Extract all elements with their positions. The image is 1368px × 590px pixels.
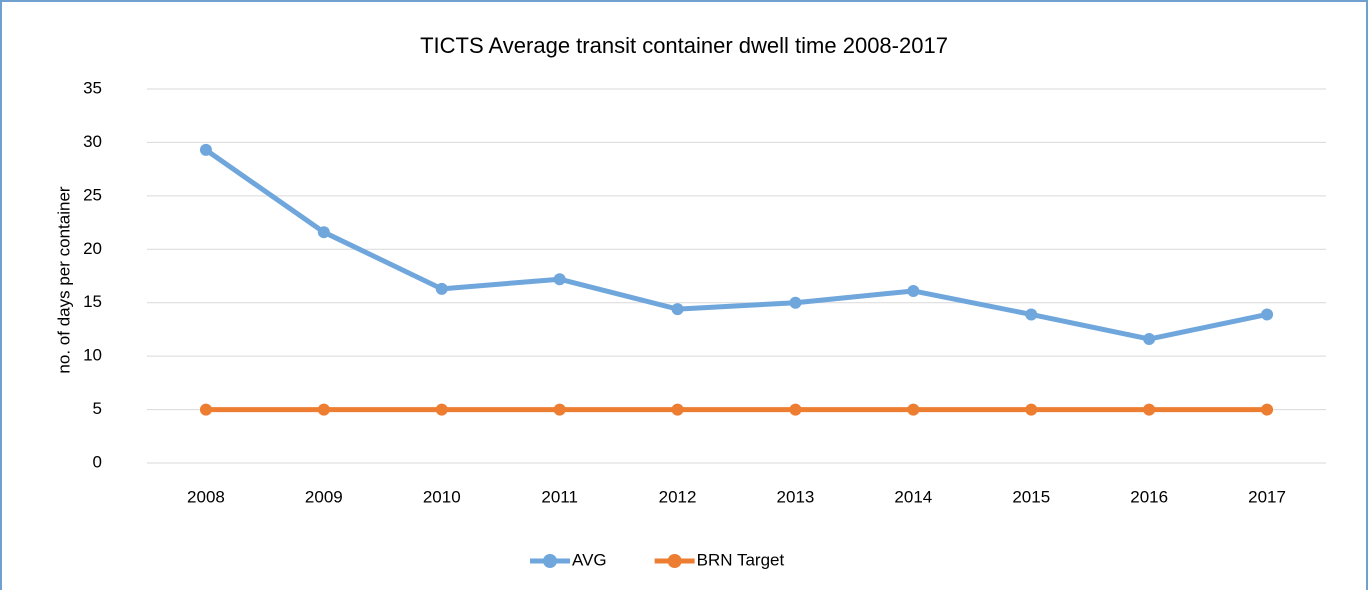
x-tick-label: 2014: [894, 487, 932, 506]
series-marker: [789, 296, 802, 309]
series-marker: [199, 143, 212, 156]
y-tick-label: 25: [83, 185, 102, 204]
legend-marker: [667, 554, 682, 568]
series-marker: [1025, 403, 1038, 416]
y-tick-label: 15: [83, 292, 102, 311]
x-tick-label: 2008: [187, 487, 225, 506]
legend-label: AVG: [572, 550, 607, 569]
legend-marker: [543, 554, 557, 568]
series-marker: [1143, 333, 1156, 346]
x-tick-label: 2016: [1130, 487, 1168, 506]
x-tick-label: 2013: [777, 487, 815, 506]
y-axis-label: no. of days per container: [54, 186, 73, 373]
series-line: [204, 147, 1268, 342]
series-marker: [317, 226, 330, 239]
series-marker: [553, 273, 566, 286]
series-marker: [1261, 308, 1274, 321]
legend-label: BRN Target: [697, 550, 785, 569]
series-marker: [1261, 403, 1274, 416]
series-marker: [553, 403, 566, 416]
y-tick-label: 10: [83, 346, 102, 365]
series-marker: [671, 403, 684, 416]
x-tick-label: 2012: [659, 487, 697, 506]
y-tick-label: 30: [83, 132, 102, 151]
series-marker: [199, 403, 212, 416]
series-marker: [317, 403, 330, 416]
x-tick-label: 2015: [1012, 487, 1050, 506]
x-tick-label: 2010: [423, 487, 461, 506]
series-marker: [671, 303, 684, 316]
y-tick-label: 5: [93, 399, 102, 418]
series-marker: [789, 403, 802, 416]
x-tick-label: 2009: [305, 487, 343, 506]
series-marker: [435, 403, 448, 416]
series-marker: [907, 284, 920, 297]
y-tick-label: 35: [83, 78, 102, 97]
series-marker: [907, 403, 920, 416]
y-tick-label: 0: [93, 452, 102, 471]
chart-title: TICTS Average transit container dwell ti…: [420, 33, 948, 58]
x-tick-label: 2017: [1248, 487, 1286, 506]
series-marker: [1025, 308, 1038, 321]
x-tick-label: 2011: [541, 487, 578, 506]
y-tick-label: 20: [83, 239, 102, 258]
series-marker: [435, 282, 448, 295]
series-marker: [1143, 403, 1156, 416]
